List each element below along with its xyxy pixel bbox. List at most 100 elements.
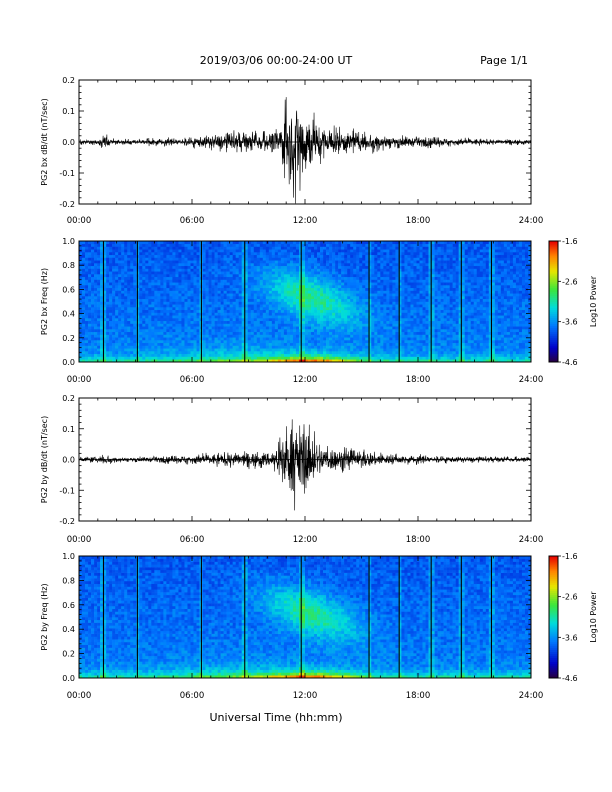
spectrogram-cell [277, 293, 282, 297]
spectrogram-cell [220, 279, 224, 283]
spectrogram-cell [85, 265, 89, 269]
spectrogram-cell [169, 334, 173, 338]
spectrogram-cell [362, 276, 366, 280]
spectrogram-cell [187, 323, 191, 327]
spectrogram-cell [148, 312, 152, 316]
spectrogram-cell [395, 348, 399, 352]
spectrogram-cell [392, 298, 396, 302]
spectrogram-cell [220, 356, 224, 360]
spectrogram-cell [214, 301, 218, 305]
spectrogram-cell [142, 342, 146, 346]
spectrogram-cell [253, 351, 258, 355]
spectrogram-cell [253, 342, 258, 346]
spectrogram-cell [295, 279, 300, 283]
spectrogram-cell [289, 309, 294, 313]
spectrogram-cell [193, 298, 197, 302]
spectrogram-cell [223, 340, 227, 344]
spectrogram-cell [217, 315, 221, 319]
spectrogram-cell [160, 348, 164, 352]
spectrogram-cell [401, 296, 405, 300]
spectrogram-cell [362, 331, 366, 335]
spectrogram-cell [187, 334, 191, 338]
spectrogram-cell [208, 359, 212, 363]
spectrogram-cell [169, 315, 173, 319]
spectrogram-cell [377, 353, 381, 357]
spectrogram-cell [280, 282, 285, 286]
spectrogram-cell [359, 315, 363, 319]
spectrogram-cell [121, 345, 125, 349]
spectrogram-cell [187, 320, 191, 324]
spectrogram-cell [283, 329, 288, 333]
spectrogram-cell [145, 356, 149, 360]
spectrogram-cell [97, 312, 101, 316]
spectrogram-cell [109, 293, 113, 297]
spectrogram-cell [250, 268, 255, 272]
spectrogram-cell [103, 312, 107, 316]
spectrogram-cell [404, 252, 408, 256]
spectrogram-cell [163, 353, 167, 357]
spectrogram-cell [223, 331, 227, 335]
spectrogram-cell [154, 348, 158, 352]
spectrogram-cell [124, 337, 128, 341]
spectrogram-cell [347, 271, 351, 275]
spectrogram-cell [214, 307, 218, 311]
spectrogram-cell [350, 340, 354, 344]
spectrogram-cell [103, 307, 107, 311]
spectrogram-cell [371, 304, 375, 308]
spectrogram-cell [172, 249, 176, 253]
spectrogram-cell [238, 252, 243, 256]
spectrogram-cell [389, 252, 393, 256]
spectrogram-cell [314, 241, 318, 245]
spectrogram-cell [311, 301, 315, 305]
spectrogram-cell [329, 257, 333, 261]
spectrogram-cell [407, 340, 411, 344]
spectrogram-cell [350, 296, 354, 300]
spectrogram-cell [398, 265, 402, 269]
spectrogram-cell [97, 271, 101, 275]
spectrogram-cell [311, 348, 315, 352]
spectrogram-cell [97, 257, 101, 261]
spectrogram-cell [241, 315, 246, 319]
spectrogram-cell [362, 340, 366, 344]
spectrogram-cell [106, 243, 110, 247]
spectrogram-cell [151, 293, 155, 297]
spectrogram-cell [380, 326, 384, 330]
spectrogram-cell [305, 260, 309, 264]
spectrogram-cell [196, 252, 200, 256]
spectrogram-cell [166, 241, 170, 245]
spectrogram-cell [383, 353, 387, 357]
spectrogram-cell [142, 249, 146, 253]
spectrogram-cell [118, 329, 122, 333]
spectrogram-cell [142, 309, 146, 313]
spectrogram-cell [193, 323, 197, 327]
spectrogram-cell [262, 290, 267, 294]
spectrogram-cell [326, 326, 330, 330]
spectrogram-cell [341, 351, 345, 355]
spectrogram-cell [214, 309, 218, 313]
spectrogram-cell [250, 351, 255, 355]
spectrogram-cell [317, 323, 321, 327]
spectrogram-cell [301, 351, 306, 355]
spectrogram-cell [353, 356, 357, 360]
spectrogram-cell [344, 353, 348, 357]
spectrogram-cell [404, 276, 408, 280]
spectrogram-cell [317, 293, 321, 297]
spectrogram-cell [151, 320, 155, 324]
spectrogram-cell [220, 293, 224, 297]
spectrogram-cell [112, 263, 116, 267]
spectrogram-cell [398, 329, 402, 333]
spectrogram-cell [410, 285, 414, 289]
spectrogram-cell [145, 315, 149, 319]
spectrogram-cell [244, 246, 249, 250]
spectrogram-cell [407, 351, 411, 355]
spectrogram-cell [172, 320, 176, 324]
spectrogram-cell [341, 348, 345, 352]
spectrogram-cell [94, 345, 98, 349]
spectrogram-cell [202, 351, 206, 355]
spectrogram-cell [82, 282, 86, 286]
spectrogram-cell [350, 290, 354, 294]
spectrogram-cell [298, 279, 303, 283]
spectrogram-cell [124, 241, 128, 245]
spectrogram-cell [380, 274, 384, 278]
spectrogram-cell [377, 304, 381, 308]
